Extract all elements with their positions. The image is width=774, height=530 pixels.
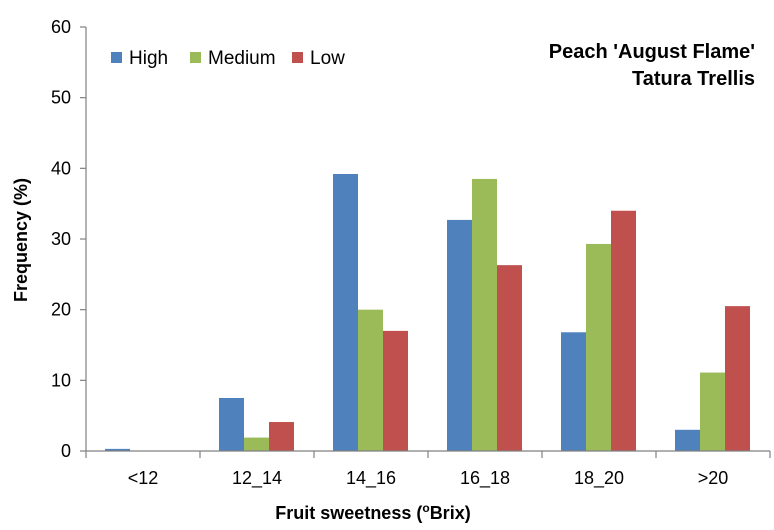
x-axis-ticks: <12 12_14 14_16 16_18 18_20 >20 bbox=[85, 451, 771, 489]
y-tick-label: 10 bbox=[51, 370, 71, 390]
bar-low-3 bbox=[497, 265, 522, 451]
x-axis-title: Fruit sweetness (oBrix) bbox=[275, 501, 470, 523]
bar-low-5 bbox=[725, 306, 750, 451]
bar-high-4 bbox=[561, 332, 586, 451]
y-tick-label: 20 bbox=[51, 300, 71, 320]
bar-medium-2 bbox=[358, 309, 383, 451]
x-tick-label: 16_18 bbox=[460, 468, 510, 489]
x-tick-label: 14_16 bbox=[346, 468, 396, 489]
legend-swatch-high bbox=[111, 52, 122, 63]
chart-title-line-2: Tatura Trellis bbox=[632, 68, 755, 90]
bar-medium-4 bbox=[586, 243, 611, 451]
legend-label-medium: Medium bbox=[208, 48, 276, 69]
y-axis-ticks: 0 10 20 30 40 50 60 bbox=[51, 17, 86, 461]
legend-label-low: Low bbox=[310, 48, 345, 69]
legend-swatch-medium bbox=[190, 52, 201, 63]
y-tick-label: 50 bbox=[51, 88, 71, 108]
x-tick-label: 18_20 bbox=[574, 468, 624, 489]
bar-high-2 bbox=[333, 173, 358, 451]
x-axis-title-main: Fruit sweetness ( bbox=[275, 503, 422, 523]
bars bbox=[105, 173, 750, 451]
bar-medium-1 bbox=[244, 437, 269, 451]
x-tick-label: >20 bbox=[698, 468, 729, 488]
x-tick-label: <12 bbox=[128, 468, 159, 488]
legend-swatch-low bbox=[292, 52, 303, 63]
bar-low-1 bbox=[269, 422, 294, 451]
bar-medium-3 bbox=[472, 178, 497, 451]
bar-high-5 bbox=[675, 429, 700, 451]
bar-low-4 bbox=[611, 210, 636, 451]
y-tick-label: 40 bbox=[51, 158, 71, 178]
y-axis-title: Frequency (%) bbox=[11, 178, 31, 302]
x-axis-title-unit: Brix) bbox=[430, 503, 471, 523]
bar-high-0 bbox=[105, 448, 130, 451]
y-tick-label: 30 bbox=[51, 229, 71, 249]
legend-label-high: High bbox=[129, 48, 168, 69]
y-tick-label: 0 bbox=[61, 441, 71, 461]
y-tick-label: 60 bbox=[51, 17, 71, 37]
bar-high-1 bbox=[219, 398, 244, 451]
bar-low-2 bbox=[383, 330, 408, 451]
x-axis-title-degree: o bbox=[422, 501, 429, 515]
legend: High Medium Low bbox=[111, 48, 345, 69]
bar-high-3 bbox=[447, 219, 472, 451]
chart-title-line-1: Peach 'August Flame' bbox=[549, 41, 755, 63]
bar-medium-5 bbox=[700, 372, 725, 451]
x-tick-label: 12_14 bbox=[232, 468, 282, 489]
